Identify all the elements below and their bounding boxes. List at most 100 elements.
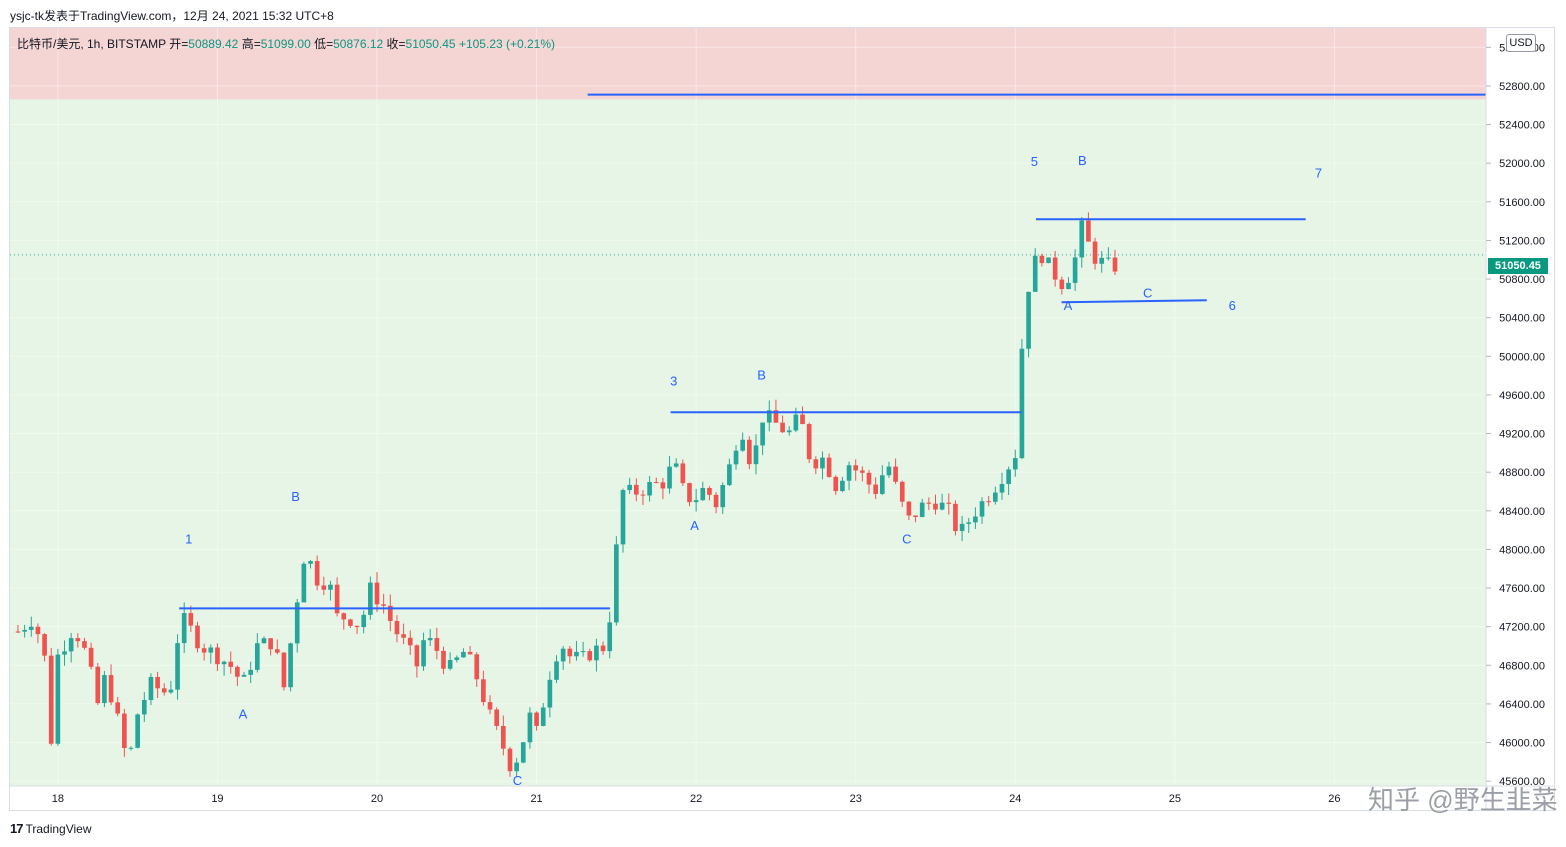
last-price-tag: 51050.45	[1488, 258, 1548, 274]
candle-body	[195, 625, 200, 649]
x-tick-label: 22	[690, 793, 702, 805]
candle-body	[740, 439, 746, 451]
candle-body	[328, 584, 333, 590]
candle-body	[487, 702, 493, 710]
low-label: 低=	[314, 37, 334, 51]
candle-body	[62, 651, 67, 655]
candle-body	[481, 679, 486, 703]
y-tick-label: 51200.00	[1499, 235, 1545, 247]
wave-label: 3	[670, 373, 677, 388]
wave-label: A	[1064, 298, 1073, 313]
candle-body	[255, 643, 260, 670]
candle-body	[95, 666, 101, 704]
y-tick-label: 48800.00	[1499, 467, 1545, 479]
candle-body	[421, 640, 426, 667]
candle-body	[653, 482, 659, 484]
candle-body	[501, 725, 506, 749]
candle-body	[188, 613, 194, 626]
candle-body	[467, 651, 473, 655]
candle-body	[135, 714, 140, 748]
wave-label: B	[1078, 153, 1087, 168]
candle-body	[939, 502, 945, 510]
x-tick-label: 25	[1169, 793, 1181, 805]
candle-body	[454, 657, 460, 660]
candle-body	[860, 470, 865, 473]
candle-body	[248, 669, 254, 675]
candle-body	[826, 457, 832, 477]
candle-body	[141, 700, 147, 715]
candle-body	[846, 465, 852, 481]
candle-body	[707, 487, 712, 495]
candle-body	[374, 582, 380, 605]
candle-body	[580, 651, 586, 653]
candle-body	[906, 501, 912, 516]
candle-body	[268, 638, 273, 650]
currency-button[interactable]: USD	[1506, 34, 1536, 52]
candle-body	[1106, 257, 1111, 259]
candle-body	[281, 652, 287, 688]
wave-label: C	[513, 773, 522, 788]
candle-body	[474, 654, 480, 680]
candle-body	[215, 647, 220, 665]
candle-body	[607, 622, 613, 652]
candle-body	[407, 637, 413, 646]
candle-body	[201, 648, 207, 653]
candle-body	[334, 584, 340, 614]
candle-body	[387, 605, 393, 621]
y-tick-label: 47600.00	[1499, 583, 1545, 595]
candle-body	[766, 410, 772, 423]
candle-body	[48, 655, 54, 744]
close-value: 51050.45	[405, 37, 456, 51]
candle-body	[414, 645, 420, 667]
y-tick-label: 48000.00	[1499, 544, 1545, 556]
wave-label: A	[239, 706, 248, 721]
watermark: 知乎 @野生韭菜	[1368, 785, 1558, 815]
symbol-info: 比特币/美元, 1h, BITSTAMP	[17, 37, 166, 51]
candle-body	[128, 747, 134, 749]
wave-label: 1	[185, 532, 192, 547]
chart-grid	[10, 28, 1486, 786]
y-tick-label: 46400.00	[1499, 699, 1545, 711]
candle-body	[946, 502, 952, 504]
candle-body	[853, 465, 859, 471]
wave-label: A	[690, 518, 699, 533]
y-tick-label: 50800.00	[1499, 274, 1545, 286]
candle-body	[28, 626, 34, 630]
candle-body	[494, 709, 500, 726]
wave-label: C	[1143, 285, 1152, 300]
candle-body	[879, 475, 885, 494]
resistance-zone	[10, 28, 1486, 100]
candle-body	[627, 484, 632, 491]
candle-body	[1112, 257, 1118, 272]
candle-body	[786, 430, 792, 433]
candle-body	[547, 679, 553, 708]
candle-body	[700, 487, 706, 501]
candle-body	[667, 466, 672, 489]
y-tick-label: 52000.00	[1499, 158, 1545, 170]
candle-body	[873, 484, 878, 494]
y-tick-label: 46000.00	[1499, 738, 1545, 750]
candle-body	[401, 634, 406, 638]
candle-body	[341, 613, 347, 620]
candle-body	[993, 492, 998, 502]
candle-body	[35, 626, 41, 635]
candle-body	[594, 645, 599, 661]
candle-body	[288, 643, 293, 688]
wave-label: C	[902, 532, 911, 547]
high-label: 高=	[241, 37, 261, 51]
candle-body	[1059, 279, 1065, 289]
candle-body	[434, 638, 440, 651]
candle-body	[614, 544, 619, 623]
tradingview-logo[interactable]: 17 TradingView	[10, 821, 92, 836]
candle-body	[780, 422, 785, 433]
candle-body	[1052, 257, 1058, 280]
candle-body	[161, 688, 167, 693]
candle-body	[55, 654, 61, 744]
candle-body	[966, 522, 972, 524]
x-tick-label: 18	[52, 793, 64, 805]
candle-body	[959, 523, 965, 532]
y-tick-label: 51600.00	[1499, 197, 1545, 209]
candle-body	[999, 484, 1005, 493]
candle-body	[866, 472, 872, 485]
